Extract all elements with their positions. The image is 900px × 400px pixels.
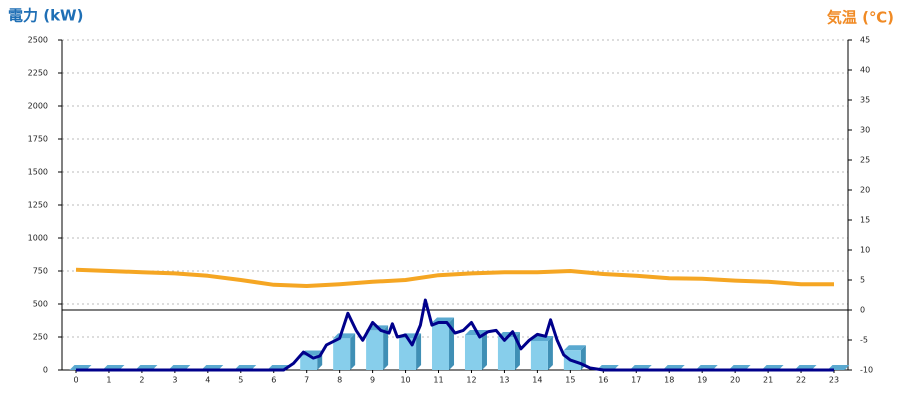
- x-tick-label: 22: [796, 376, 806, 385]
- y2-tick-label: -10: [860, 366, 873, 375]
- x-tick-label: 15: [565, 376, 575, 385]
- y-tick-label: 2500: [28, 36, 48, 45]
- bar: [464, 330, 487, 370]
- x-tick-label: 17: [631, 376, 641, 385]
- x-tick-label: 0: [73, 376, 78, 385]
- y2-tick-label: 5: [860, 276, 865, 285]
- bar-face: [547, 335, 553, 370]
- y2-tick-label: -5: [860, 336, 868, 345]
- x-tick-label: 7: [304, 376, 309, 385]
- y-tick-label: 1750: [28, 135, 48, 144]
- x-tick-label: 8: [337, 376, 342, 385]
- x-tick-label: 18: [664, 376, 674, 385]
- y-tick-label: 2250: [28, 69, 48, 78]
- x-tick-label: 13: [499, 376, 509, 385]
- x-tick-label: 1: [106, 376, 111, 385]
- y-tick-label: 1500: [28, 168, 48, 177]
- x-tick-label: 11: [433, 376, 443, 385]
- y2-tick-label: 30: [860, 126, 870, 135]
- y-tick-label: 2000: [28, 102, 48, 111]
- bar-face: [432, 322, 450, 370]
- y-tick-label: 0: [43, 366, 48, 375]
- y2-tick-label: 0: [860, 306, 865, 315]
- y2-tick-label: 40: [860, 66, 870, 75]
- bar-face: [563, 345, 586, 351]
- bar-face: [432, 317, 455, 323]
- bar-face: [481, 330, 487, 370]
- bar: [366, 325, 389, 370]
- y2-tick-label: 10: [860, 246, 870, 255]
- y2-tick-label: 25: [860, 156, 870, 165]
- bar-face: [366, 330, 384, 370]
- bar-face: [333, 338, 351, 370]
- bar-face: [530, 335, 553, 341]
- bar-face: [464, 335, 482, 370]
- bar-face: [350, 333, 356, 370]
- bar: [530, 335, 553, 370]
- bar-face: [497, 337, 515, 370]
- x-tick-label: 6: [271, 376, 276, 385]
- x-tick-label: 9: [370, 376, 375, 385]
- bar-face: [530, 340, 548, 370]
- y-tick-label: 250: [33, 333, 48, 342]
- y-tick-label: 750: [33, 267, 48, 276]
- x-tick-label: 12: [466, 376, 476, 385]
- y2-axis-title: 気温 (℃): [827, 9, 894, 27]
- bar-face: [383, 325, 389, 370]
- bar-face: [416, 333, 422, 370]
- y2-tick-label: 35: [860, 96, 870, 105]
- x-tick-label: 4: [205, 376, 210, 385]
- x-tick-label: 20: [730, 376, 740, 385]
- x-tick-label: 19: [697, 376, 707, 385]
- line: [75, 267, 834, 288]
- x-tick-label: 23: [829, 376, 839, 385]
- y2-tick-label: 45: [860, 36, 870, 45]
- x-tick-label: 3: [172, 376, 177, 385]
- y2-tick-label: 20: [860, 186, 870, 195]
- y2-tick-label: 15: [860, 216, 870, 225]
- y-tick-label: 500: [33, 300, 48, 309]
- x-tick-label: 16: [598, 376, 608, 385]
- x-tick-label: 14: [532, 376, 542, 385]
- x-tick-label: 2: [139, 376, 144, 385]
- line: [76, 298, 834, 372]
- y-axis-title: 電力 (kW): [8, 7, 83, 25]
- y-tick-label: 1000: [28, 234, 48, 243]
- y-tick-label: 1250: [28, 201, 48, 210]
- bar: [399, 333, 422, 370]
- x-tick-label: 21: [763, 376, 773, 385]
- x-tick-label: 10: [400, 376, 410, 385]
- x-tick-label: 5: [238, 376, 243, 385]
